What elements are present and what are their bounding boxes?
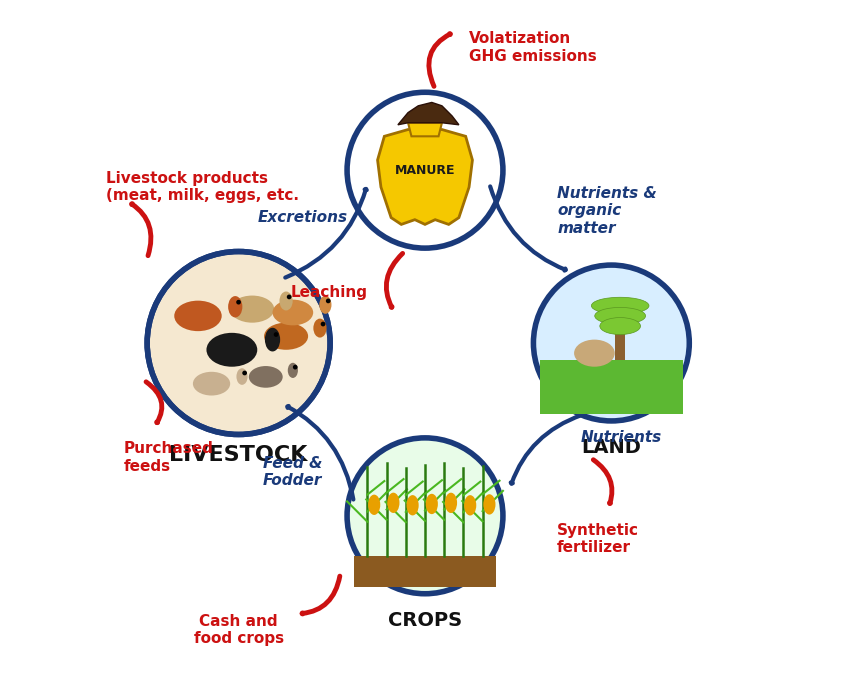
Ellipse shape — [464, 495, 476, 515]
Ellipse shape — [193, 372, 230, 396]
Ellipse shape — [534, 265, 689, 421]
Text: LIVESTOCK: LIVESTOCK — [169, 445, 308, 464]
Ellipse shape — [595, 307, 646, 324]
Ellipse shape — [574, 340, 615, 367]
Text: Synthetic
fertilizer: Synthetic fertilizer — [557, 523, 639, 555]
FancyArrowPatch shape — [302, 576, 340, 614]
Ellipse shape — [600, 318, 641, 335]
Text: Purchased
feeds: Purchased feeds — [123, 441, 213, 473]
Ellipse shape — [274, 332, 279, 337]
FancyArrowPatch shape — [429, 34, 450, 86]
Ellipse shape — [314, 318, 326, 338]
Ellipse shape — [320, 296, 332, 314]
Ellipse shape — [207, 333, 258, 367]
Ellipse shape — [147, 252, 330, 434]
Text: Nutrients &
organic
matter: Nutrients & organic matter — [557, 186, 657, 236]
Ellipse shape — [347, 92, 503, 248]
Text: Cash and
food crops: Cash and food crops — [194, 614, 284, 646]
Text: Leaching: Leaching — [291, 285, 367, 300]
Text: MANURE: MANURE — [394, 164, 456, 177]
FancyArrowPatch shape — [287, 406, 354, 499]
FancyArrowPatch shape — [286, 189, 366, 278]
Polygon shape — [541, 360, 683, 414]
FancyArrowPatch shape — [490, 187, 566, 270]
Ellipse shape — [249, 366, 283, 388]
Ellipse shape — [445, 493, 457, 513]
Polygon shape — [377, 130, 473, 224]
Ellipse shape — [280, 292, 292, 311]
Ellipse shape — [347, 438, 503, 594]
Polygon shape — [398, 102, 459, 125]
Text: Excretions: Excretions — [258, 210, 348, 225]
Ellipse shape — [592, 297, 649, 314]
Ellipse shape — [228, 296, 242, 318]
Text: CROPS: CROPS — [388, 611, 462, 630]
FancyArrowPatch shape — [593, 460, 612, 504]
FancyArrowPatch shape — [511, 415, 581, 484]
Ellipse shape — [242, 370, 247, 375]
Ellipse shape — [426, 494, 438, 514]
Text: LAND: LAND — [581, 438, 641, 457]
Text: Feed &
Fodder: Feed & Fodder — [264, 456, 322, 488]
Ellipse shape — [273, 300, 313, 325]
Ellipse shape — [484, 494, 496, 514]
Polygon shape — [354, 556, 496, 587]
Ellipse shape — [288, 363, 298, 378]
Text: Volatization
GHG emissions: Volatization GHG emissions — [469, 32, 597, 64]
Text: Nutrients: Nutrients — [581, 430, 662, 445]
FancyArrowPatch shape — [386, 253, 403, 307]
FancyArrowPatch shape — [146, 382, 162, 423]
FancyArrowPatch shape — [132, 204, 151, 256]
Ellipse shape — [147, 252, 330, 434]
Ellipse shape — [320, 322, 326, 327]
Ellipse shape — [230, 296, 275, 322]
Ellipse shape — [236, 300, 241, 305]
Ellipse shape — [406, 495, 419, 515]
Ellipse shape — [286, 294, 292, 299]
Ellipse shape — [326, 298, 331, 303]
Polygon shape — [408, 123, 442, 137]
Ellipse shape — [174, 300, 222, 331]
Ellipse shape — [388, 493, 400, 513]
Ellipse shape — [236, 368, 247, 385]
Bar — [615, 326, 625, 360]
Ellipse shape — [293, 365, 298, 370]
Ellipse shape — [368, 495, 380, 515]
Ellipse shape — [264, 322, 308, 350]
Ellipse shape — [265, 328, 280, 351]
Text: Livestock products
(meat, milk, eggs, etc.: Livestock products (meat, milk, eggs, et… — [106, 171, 299, 203]
